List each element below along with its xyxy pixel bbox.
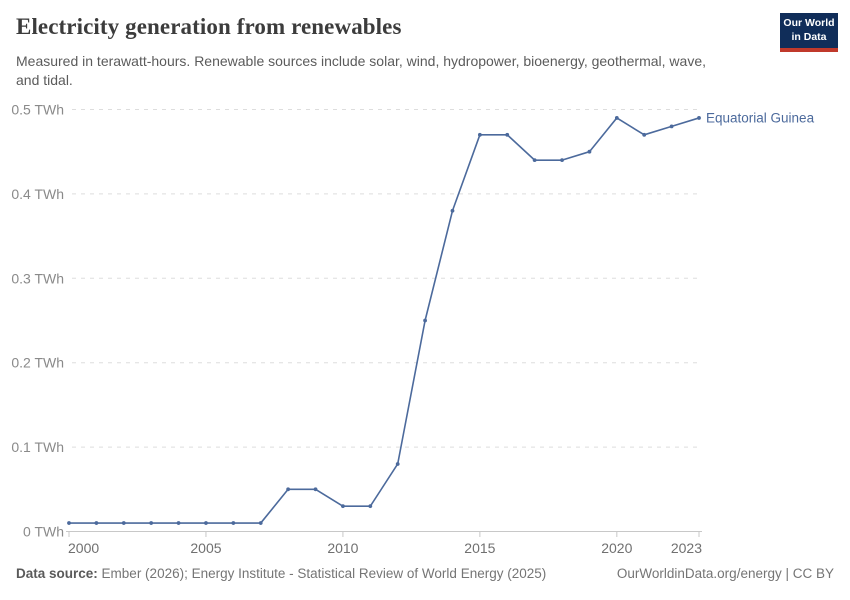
owid-logo-line2: in Data [791, 30, 827, 43]
data-source-text: Ember (2026); Energy Institute - Statist… [101, 566, 547, 581]
data-point-2007[interactable] [258, 521, 263, 525]
data-point-2020[interactable] [614, 116, 619, 120]
chart-footer: Data source: Ember (2026); Energy Instit… [16, 566, 834, 581]
data-point-2012[interactable] [395, 462, 400, 466]
chart-title: Electricity generation from renewables [16, 14, 402, 39]
entity-label[interactable]: Equatorial Guinea [706, 110, 815, 125]
x-axis-tick-label: 2020 [601, 540, 632, 556]
data-point-2004[interactable] [176, 521, 181, 525]
data-point-2018[interactable] [560, 158, 564, 163]
y-axis-tick-label: 0.3 TWh [11, 270, 64, 286]
x-axis-tick-label: 2000 [68, 540, 99, 556]
x-axis-tick-label: 2015 [464, 540, 495, 556]
y-axis-tick-label: 0.2 TWh [11, 355, 64, 371]
data-point-2005[interactable] [204, 521, 208, 525]
data-point-2001[interactable] [94, 521, 99, 525]
data-point-2009[interactable] [313, 487, 318, 492]
data-point-2011[interactable] [368, 504, 373, 509]
data-point-2019[interactable] [587, 149, 592, 154]
footer-attribution-link[interactable]: OurWorldinData.org/energy | CC BY [616, 566, 834, 581]
y-axis-tick-label: 0.4 TWh [11, 186, 64, 202]
line-chart-canvas[interactable]: 0 TWh 0.1 TWh 0.2 TWh 0.3 TWh 0.4 TWh 0.5 TWh… [0, 95, 850, 565]
series-line-equatorial-guinea[interactable] [68, 117, 700, 524]
data-point-2008[interactable] [286, 487, 291, 492]
data-point-2013[interactable] [423, 318, 427, 323]
x-axis-tick-label: 2005 [190, 540, 221, 556]
y-axis-tick-label: 0.1 TWh [11, 439, 64, 455]
data-point-2010[interactable] [341, 504, 345, 509]
data-point-2017[interactable] [532, 158, 537, 163]
data-source-label: Data source: [16, 566, 98, 581]
y-axis-tick-label: 0.5 TWh [11, 102, 64, 118]
data-point-2022[interactable] [669, 124, 674, 129]
owid-logo[interactable]: Our World in Data [780, 13, 838, 52]
data-point-2021[interactable] [642, 132, 647, 137]
data-point-2015[interactable] [477, 132, 482, 137]
data-point-2000[interactable] [67, 521, 71, 525]
x-axis-tick-label: 2010 [327, 540, 358, 556]
data-point-2016[interactable] [505, 132, 510, 137]
x-axis-tick-label: 2023 [671, 540, 702, 556]
data-point-2006[interactable] [231, 521, 236, 525]
y-axis-tick-label: 0 TWh [23, 524, 64, 540]
data-point-2014[interactable] [450, 208, 455, 213]
chart-subtitle: Measured in terawatt-hours. Renewable so… [16, 53, 706, 89]
data-point-2002[interactable] [121, 521, 126, 525]
data-point-2003[interactable] [149, 521, 154, 525]
owid-logo-line1: Our World [783, 17, 835, 30]
data-point-2023[interactable] [697, 116, 701, 120]
data-source: Data source: Ember (2026); Energy Instit… [16, 566, 546, 581]
